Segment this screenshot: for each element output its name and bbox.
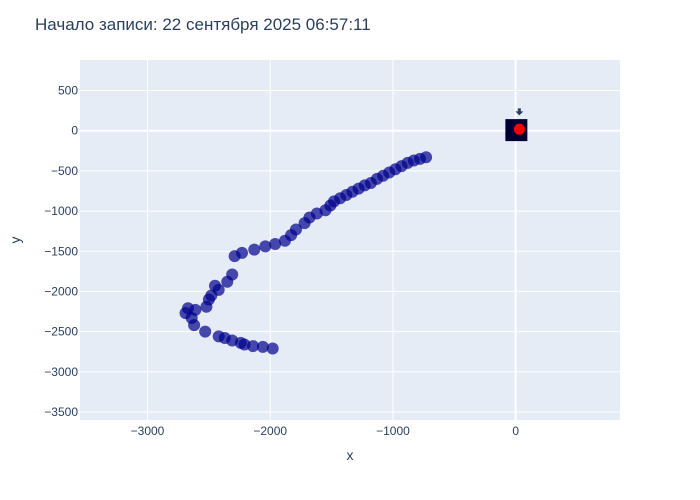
- trail-point: [247, 340, 260, 353]
- trail-point: [278, 234, 291, 247]
- trail-point: [269, 238, 282, 251]
- current-position-point: [513, 123, 525, 135]
- x-tick-label: −2000: [253, 424, 287, 438]
- y-tick-label: −1000: [44, 204, 78, 218]
- x-tick-label: −3000: [131, 424, 165, 438]
- trail-point: [199, 325, 212, 338]
- direction-arrow-icon: [515, 108, 524, 116]
- trail-point: [248, 243, 261, 256]
- y-axis-label: y: [7, 237, 23, 244]
- y-tick-label: 500: [58, 84, 78, 98]
- current-position-marker: [505, 108, 528, 142]
- grid: [80, 60, 620, 420]
- trail-point: [228, 250, 241, 263]
- x-tick-labels: −3000 −2000 −1000 0: [131, 424, 520, 438]
- trail-point: [256, 340, 269, 353]
- plot-area: [80, 60, 620, 420]
- y-tick-label: −1500: [44, 244, 78, 258]
- x-axis-label: x: [347, 447, 354, 463]
- trail-point: [188, 319, 201, 332]
- y-tick-label: −2000: [44, 284, 78, 298]
- trail-point: [259, 240, 272, 253]
- x-tick-label: 0: [512, 424, 519, 438]
- y-tick-label: 0: [71, 124, 78, 138]
- trail-point: [298, 217, 311, 230]
- y-tick-label: −3000: [44, 365, 78, 379]
- trail-point: [221, 275, 234, 288]
- trail-point: [209, 279, 221, 292]
- y-tick-labels: 500 0 −500 −1000 −1500 −2000 −2500 −3000 −3500: [44, 84, 78, 419]
- y-tick-label: −500: [51, 164, 78, 178]
- chart-title: Начало записи: 22 сентября 2025 06:57:11: [35, 15, 371, 34]
- trail-point: [200, 300, 213, 313]
- trail-point: [266, 342, 279, 355]
- trail-points: [179, 151, 433, 355]
- y-tick-label: −2500: [44, 325, 78, 339]
- y-tick-label: −3500: [44, 405, 78, 419]
- x-tick-label: −1000: [376, 424, 410, 438]
